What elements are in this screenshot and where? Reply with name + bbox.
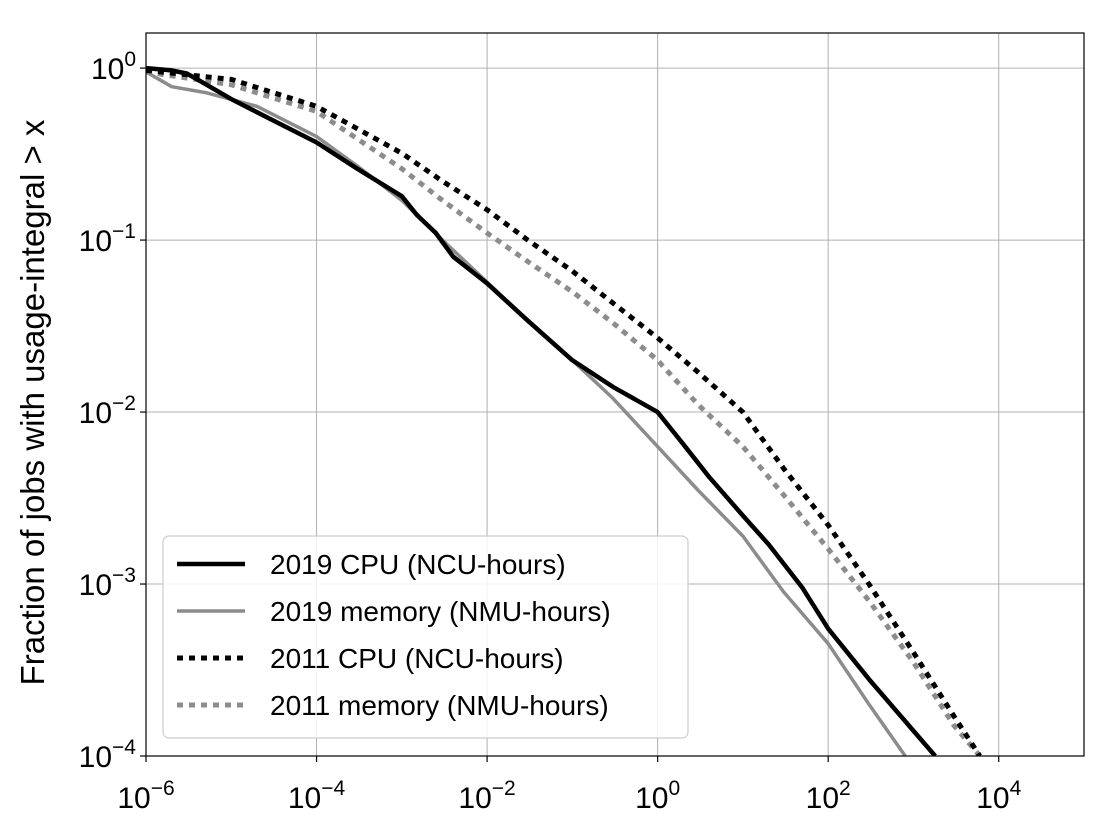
legend: 2019 CPU (NCU-hours) 2019 memory (NMU-hou… [162,535,689,739]
x-tick-label: 10−4 [288,777,346,815]
x-tick-labels: 10−6 10−4 10−2 100 102 104 [117,756,1022,815]
series-line-3 [146,67,982,756]
y-axis-label: Fraction of jobs with usage-integral > x [14,119,51,685]
legend-label: 2019 CPU (NCU-hours) [270,549,566,580]
y-tick-labels: 100 10−1 10−2 10−3 10−4 [79,48,146,774]
y-tick-label: 10−4 [79,736,137,774]
y-tick-label: 10−2 [79,392,136,430]
x-tick-label: 100 [635,777,680,815]
plot-frame [145,32,1085,757]
y-tick-label: 100 [91,48,136,86]
x-tick-label: 104 [976,777,1021,815]
x-tick-label: 102 [806,777,851,815]
legend-box [162,535,689,739]
x-tick-label: 10−6 [117,777,174,815]
series-layer [146,65,982,756]
series-line-4 [146,69,982,756]
legend-label: 2019 memory (NMU-hours) [270,596,611,627]
y-tick-label: 10−3 [79,564,136,602]
y-tick-label: 10−1 [79,220,136,258]
x-tick-label: 10−2 [458,777,515,815]
legend-label: 2011 CPU (NCU-hours) [270,643,564,674]
legend-label: 2011 memory (NMU-hours) [270,690,609,721]
series-line-1 [146,65,937,756]
